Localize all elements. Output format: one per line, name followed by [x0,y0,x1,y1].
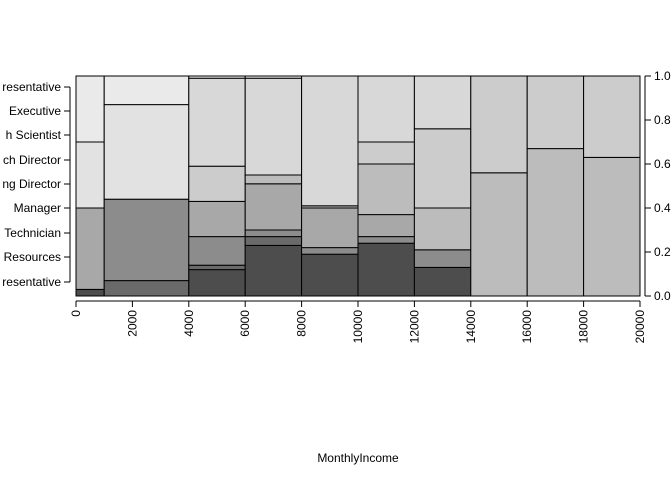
bar-segment-3-3 [244,183,303,231]
category-label: ch Director [3,153,61,167]
x-tick-label: 2000 [125,310,139,337]
y-tick-label: 0.0 [654,289,671,303]
x-tick-label: 20000 [633,310,647,344]
bar-segment-5-6 [357,75,415,143]
category-label: h Scientist [6,128,62,142]
bar-segment-6-0 [413,266,472,297]
spine-bars [75,75,641,297]
x-tick-label: 4000 [182,310,196,337]
bar-segment-2-5 [188,165,246,202]
x-tick-label: 6000 [238,310,252,337]
bar-segment-3-8 [244,75,303,79]
bar-segment-3-2 [244,229,303,238]
bar-segment-2-2 [188,236,246,266]
x-tick-label: 14000 [464,310,478,344]
bar-segment-2-1 [188,264,246,271]
bar-segment-4-6 [301,75,359,207]
category-label: Executive [9,104,61,118]
bar-segment-0-3 [75,207,105,290]
bar-segment-8-5 [526,75,585,150]
bar-segment-8-4 [526,148,585,297]
category-label: ng Director [2,177,61,191]
category-label: Technician [4,226,61,240]
bar-segment-2-0 [188,269,246,297]
x-tick-label: 16000 [520,310,534,344]
bar-segment-0-0 [75,288,105,297]
bar-segment-0-8 [75,75,105,143]
bar-segment-1-7 [103,104,190,200]
bar-segment-7-4 [470,172,528,297]
bar-segment-2-3 [188,200,246,238]
bar-segment-1-1 [103,280,190,297]
bar-segment-7-5 [470,75,528,174]
bar-segment-0-7 [75,141,105,209]
category-label: Manager [14,201,61,215]
y-tick-label: 1.0 [654,69,671,83]
bar-segment-3-4 [244,174,303,185]
x-axis: 0 2000 4000 6000 8000 10000 12000 14000 16000 180… [69,300,647,344]
bar-segment-5-2 [357,236,415,244]
bar-segment-6-6 [413,75,472,130]
bar-segment-5-0 [357,242,415,297]
x-tick-label: 0 [69,310,83,317]
bar-segment-2-6 [188,77,246,167]
category-label: Resources [4,250,61,264]
y-tick-label: 0.6 [654,157,671,171]
bar-segment-4-0 [301,253,359,297]
x-tick-label: 10000 [351,310,365,344]
bar-segment-9-5 [583,75,641,158]
bar-segment-9-4 [583,156,641,297]
bar-segment-2-8 [188,75,246,79]
y-axis-proportion: 0.0 0.2 0.4 0.6 0.8 1.0 [644,69,671,303]
y-axis-category-labels: resentative Resources Technician Manager ng … [2,80,71,289]
bar-segment-5-4 [357,163,415,216]
bar-segment-6-4 [413,207,472,251]
bar-segment-1-2 [103,198,190,282]
bar-segment-4-2 [301,247,359,255]
bar-segment-3-1 [244,236,303,246]
bar-segment-6-5 [413,128,472,209]
bar-segment-3-0 [244,244,303,297]
category-label: resentative [2,275,61,289]
y-tick-label: 0.2 [654,245,671,259]
bar-segment-5-5 [357,141,415,165]
x-axis-label: MonthlyIncome [317,451,399,465]
bar-segment-1-8 [103,75,190,106]
category-label: resentative [2,80,61,94]
bar-segment-4-3 [301,207,359,249]
y-tick-label: 0.4 [654,201,671,215]
x-tick-label: 12000 [407,310,421,344]
y-tick-label: 0.8 [654,113,671,127]
x-tick-label: 18000 [577,310,591,344]
bar-segment-6-2 [413,249,472,268]
bar-segment-5-3 [357,214,415,238]
bar-segment-3-6 [244,77,303,176]
x-tick-label: 8000 [295,310,309,337]
